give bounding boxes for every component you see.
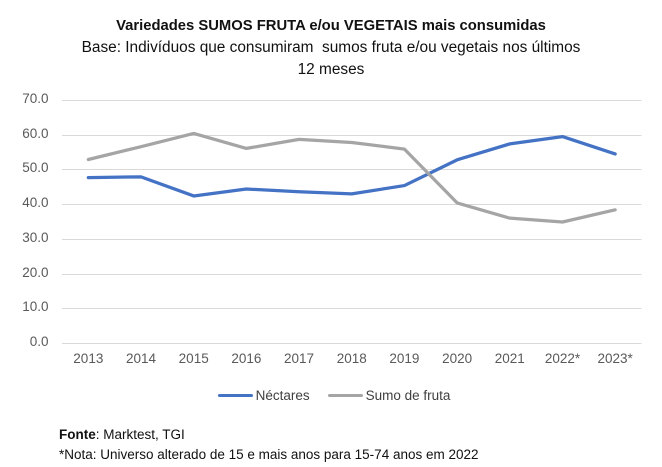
- series-line-n-ctares: [86, 134, 617, 198]
- x-tick-label: 2017: [284, 351, 315, 366]
- x-tick-label: 2018: [336, 351, 367, 366]
- legend-label: Néctares: [255, 388, 310, 403]
- y-tick-label: 50.0: [22, 160, 49, 176]
- legend: Néctares Sumo de fruta: [3, 388, 662, 403]
- x-tick-label: 2023*: [597, 351, 633, 366]
- x-tick-label: 2015: [178, 351, 209, 366]
- y-tick-label: 60.0: [22, 125, 49, 141]
- footer: Fonte: Marktest, TGI *Nota: Universo alt…: [59, 425, 479, 465]
- note-line: *Nota: Universo alterado de 15 e mais an…: [59, 447, 479, 462]
- y-tick-label: 20.0: [22, 264, 49, 280]
- y-tick-label: 10.0: [22, 299, 49, 315]
- legend-item-sumo-de-fruta: Sumo de fruta: [327, 388, 451, 403]
- series-line-sumo-de-fruta: [86, 131, 617, 224]
- chart-title-block: Variedades SUMOS FRUTA e/ou VEGETAIS mai…: [0, 15, 662, 81]
- x-tick-label: 2022*: [544, 351, 581, 366]
- y-tick-label: 0.0: [29, 334, 49, 349]
- chart-title: Variedades SUMOS FRUTA e/ou VEGETAIS mai…: [116, 18, 546, 34]
- y-tick-label: 30.0: [22, 229, 49, 245]
- x-tick-label: 2019: [389, 351, 420, 366]
- chart-subtitle-line2: 12 meses: [297, 61, 365, 78]
- x-tick-label: 2021: [494, 351, 525, 366]
- source-label: Fonte: [59, 427, 96, 442]
- legend-label: Sumo de fruta: [365, 388, 451, 403]
- x-tick-label: 2014: [125, 351, 157, 366]
- legend-swatch: [217, 393, 253, 398]
- x-tick-label: 2013: [73, 351, 104, 366]
- chart-subtitle-line1: Base: Indivíduos que consumiram sumos fr…: [81, 39, 581, 56]
- y-tick-label: 40.0: [22, 195, 49, 211]
- x-tick-label: 2016: [231, 351, 262, 366]
- x-tick-label: 2020: [442, 351, 473, 366]
- legend-swatch: [327, 393, 363, 398]
- y-tick-label: 70.0: [22, 91, 49, 106]
- source-line: Fonte: Marktest, TGI: [59, 425, 479, 445]
- source-text: : Marktest, TGI: [95, 427, 185, 442]
- legend-item-n-ctares: Néctares: [217, 388, 310, 403]
